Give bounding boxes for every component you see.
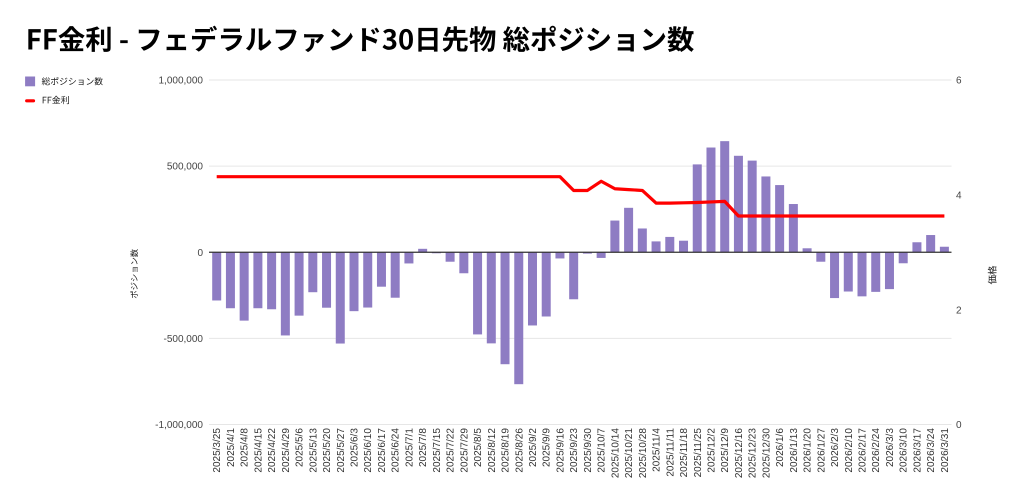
svg-text:2025/8/26: 2025/8/26 [514,428,525,473]
svg-text:2025/12/9: 2025/12/9 [720,428,731,473]
svg-text:4: 4 [956,190,962,201]
svg-text:2025/8/12: 2025/8/12 [487,428,498,473]
svg-text:0: 0 [956,420,962,431]
svg-text:6: 6 [956,76,962,87]
svg-text:2025/3/25: 2025/3/25 [212,428,223,473]
svg-text:2025/10/21: 2025/10/21 [624,428,635,478]
svg-text:2025/5/27: 2025/5/27 [336,428,347,473]
svg-text:2025/4/22: 2025/4/22 [267,428,278,473]
svg-text:2026/3/24: 2026/3/24 [926,428,937,473]
svg-text:2026/3/17: 2026/3/17 [912,428,923,473]
svg-text:2025/9/30: 2025/9/30 [583,428,594,473]
svg-text:2025/8/19: 2025/8/19 [501,428,512,473]
svg-text:2025/10/28: 2025/10/28 [638,428,649,478]
svg-text:2025/4/15: 2025/4/15 [253,428,264,473]
svg-text:2026/2/17: 2026/2/17 [858,428,869,473]
svg-text:2026/3/10: 2026/3/10 [899,428,910,473]
svg-text:500,000: 500,000 [167,162,204,173]
svg-text:2025/12/30: 2025/12/30 [761,428,772,478]
svg-text:2025/12/16: 2025/12/16 [734,428,745,478]
svg-text:2026/3/31: 2026/3/31 [940,428,951,473]
svg-text:2025/4/29: 2025/4/29 [281,428,292,473]
svg-text:2025/7/29: 2025/7/29 [459,428,470,473]
svg-text:2025/11/18: 2025/11/18 [679,428,690,478]
svg-text:2026/3/3: 2026/3/3 [885,428,896,467]
svg-text:2026/2/3: 2026/2/3 [830,428,841,467]
svg-text:2026/1/13: 2026/1/13 [789,428,800,473]
svg-text:2: 2 [956,305,962,316]
svg-text:-500,000: -500,000 [164,334,204,345]
svg-text:2025/9/16: 2025/9/16 [555,428,566,473]
svg-text:2026/1/6: 2026/1/6 [775,428,786,467]
svg-text:-1,000,000: -1,000,000 [155,420,203,431]
svg-text:2025/11/11: 2025/11/11 [665,428,676,477]
svg-text:2025/5/13: 2025/5/13 [308,428,319,473]
svg-text:2025/7/15: 2025/7/15 [432,428,443,473]
svg-text:2025/9/2: 2025/9/2 [528,428,539,467]
svg-text:2025/12/2: 2025/12/2 [706,428,717,473]
svg-text:2025/11/4: 2025/11/4 [652,428,663,472]
svg-text:2025/11/25: 2025/11/25 [693,428,704,478]
svg-text:2025/7/1: 2025/7/1 [404,428,415,467]
svg-text:2025/7/8: 2025/7/8 [418,428,429,467]
svg-text:2026/2/10: 2026/2/10 [844,428,855,473]
svg-text:2025/5/20: 2025/5/20 [322,428,333,473]
svg-text:2026/1/20: 2026/1/20 [803,428,814,473]
svg-text:2025/9/23: 2025/9/23 [569,428,580,473]
svg-text:2025/6/3: 2025/6/3 [350,428,361,467]
svg-text:1,000,000: 1,000,000 [159,76,204,87]
svg-text:2025/10/14: 2025/10/14 [610,428,621,478]
svg-text:2025/8/5: 2025/8/5 [473,428,484,467]
svg-text:2025/4/1: 2025/4/1 [226,428,237,467]
svg-text:2026/1/27: 2026/1/27 [816,428,827,473]
svg-text:2025/5/6: 2025/5/6 [295,428,306,467]
svg-text:2025/6/24: 2025/6/24 [391,428,402,473]
svg-text:2025/9/9: 2025/9/9 [542,428,553,467]
svg-text:2025/6/10: 2025/6/10 [363,428,374,473]
svg-text:2025/7/22: 2025/7/22 [446,428,457,473]
svg-text:0: 0 [197,248,203,259]
svg-text:2025/6/17: 2025/6/17 [377,428,388,473]
svg-text:2025/4/8: 2025/4/8 [240,428,251,467]
svg-text:2025/10/7: 2025/10/7 [597,428,608,473]
svg-text:2026/2/24: 2026/2/24 [871,428,882,473]
svg-text:2025/12/23: 2025/12/23 [748,428,759,478]
